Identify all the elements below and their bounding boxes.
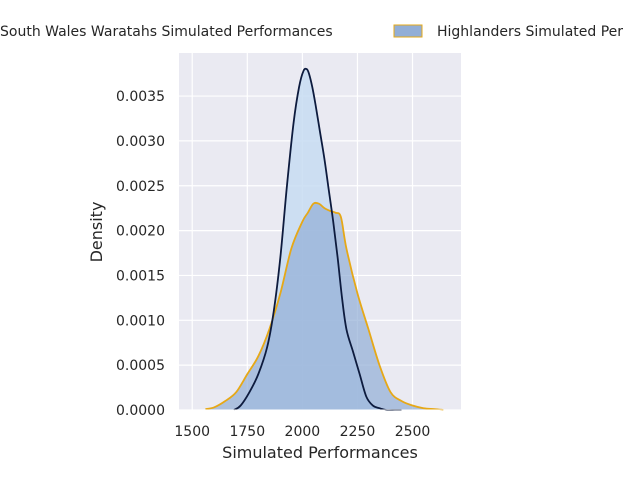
legend: South Wales Waratahs Simulated Performan… xyxy=(0,24,623,40)
x-tick-label: 1500 xyxy=(174,424,210,440)
x-tick-label: 1750 xyxy=(229,424,265,440)
y-tick-label: 0.0000 xyxy=(116,403,165,419)
y-tick-label: 0.0035 xyxy=(116,89,165,105)
y-tick-label: 0.0010 xyxy=(116,313,165,329)
axis-ticks: 1500 1750 2000 2250 2500 0.0000 0.0005 0.0010 0.… xyxy=(116,89,430,440)
y-tick-label: 0.0025 xyxy=(116,179,165,195)
y-tick-label: 0.0020 xyxy=(116,224,165,240)
series-1-line xyxy=(233,67,402,412)
x-tick-label: 2000 xyxy=(285,424,321,440)
y-tick-label: 0.0005 xyxy=(116,358,165,374)
legend-label-series-1: South Wales Waratahs Simulated Performan… xyxy=(0,24,333,40)
y-tick-label: 0.0015 xyxy=(116,268,165,284)
y-axis-label: Density xyxy=(87,202,106,263)
x-axis-label: Simulated Performances xyxy=(222,443,418,462)
y-tick-label: 0.0030 xyxy=(116,134,165,150)
legend-label-series-2: Highlanders Simulated Per xyxy=(437,24,623,40)
x-tick-label: 2500 xyxy=(395,424,431,440)
series-layer xyxy=(185,67,453,412)
legend-swatch-series-2 xyxy=(393,24,423,38)
series-2-line xyxy=(205,201,444,411)
x-tick-label: 2250 xyxy=(340,424,376,440)
